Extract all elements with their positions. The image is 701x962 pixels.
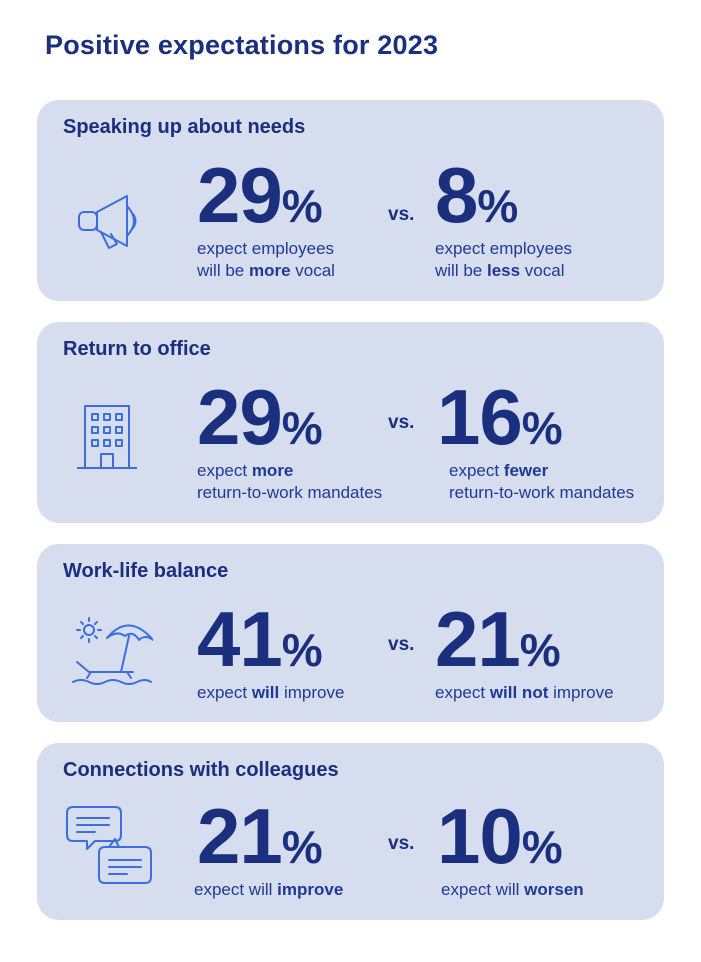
stat-description: expect will worsen [441, 880, 584, 899]
stat-value: 29 [197, 373, 283, 461]
stat-value: 29 [197, 151, 283, 239]
stat-unit: % [519, 624, 561, 676]
stat-right: 8% expect employees will be less vocal [435, 156, 572, 282]
stat-value: 10 [437, 792, 523, 880]
stat-right: 16% expect fewer return-to-work mandates [437, 378, 634, 504]
stat-description: expect more return-to-work mandates [197, 461, 383, 502]
stat-description: expect will improve [194, 880, 344, 899]
stat-description: expect employees will be more vocal [197, 239, 335, 280]
stat-value: 21 [197, 792, 283, 880]
office-building-icon [75, 402, 139, 470]
stat-unit: % [281, 402, 323, 454]
stat-description: expect fewer return-to-work mandates [449, 461, 635, 502]
stat-description: expect employees will be less vocal [435, 239, 573, 280]
stat-value: 41 [197, 595, 283, 683]
stat-left: 41% expect will improve [197, 600, 344, 704]
stat-description: expect will not improve [435, 683, 614, 702]
card-connections: Connections with colleagues 21% expect w… [37, 743, 664, 920]
card-title: Speaking up about needs [63, 116, 306, 138]
stat-unit: % [281, 821, 323, 873]
stat-description: expect will improve [197, 683, 345, 702]
stat-right: 10% expect will worsen [437, 797, 584, 901]
stat-right: 21% expect will not improve [435, 600, 614, 704]
beach-umbrella-icon [71, 614, 153, 688]
megaphone-icon [75, 192, 149, 252]
card-title: Work-life balance [63, 560, 229, 582]
stat-value: 16 [437, 373, 523, 461]
vs-label: vs. [388, 833, 415, 854]
vs-label: vs. [388, 634, 415, 655]
stat-unit: % [521, 821, 563, 873]
vs-label: vs. [388, 412, 415, 433]
card-speaking-up: Speaking up about needs 29% expect emplo… [37, 100, 664, 301]
stat-unit: % [521, 402, 563, 454]
card-return-to-office: Return to office 29% expect more return-… [37, 322, 664, 523]
stat-unit: % [281, 624, 323, 676]
card-title: Return to office [63, 338, 211, 360]
stat-value: 21 [435, 595, 521, 683]
card-work-life-balance: Work-life balance 41% expect will improv… [37, 544, 664, 722]
stat-left: 21% expect will improve [194, 797, 344, 901]
card-title: Connections with colleagues [63, 759, 339, 781]
stat-value: 8 [435, 151, 478, 239]
vs-label: vs. [388, 204, 415, 225]
stat-left: 29% expect employees will be more vocal [197, 156, 335, 282]
page-title: Positive expectations for 2023 [45, 30, 439, 60]
chat-bubbles-icon [65, 805, 155, 889]
stat-unit: % [477, 180, 519, 232]
stat-unit: % [281, 180, 323, 232]
stat-left: 29% expect more return-to-work mandates [197, 378, 382, 504]
